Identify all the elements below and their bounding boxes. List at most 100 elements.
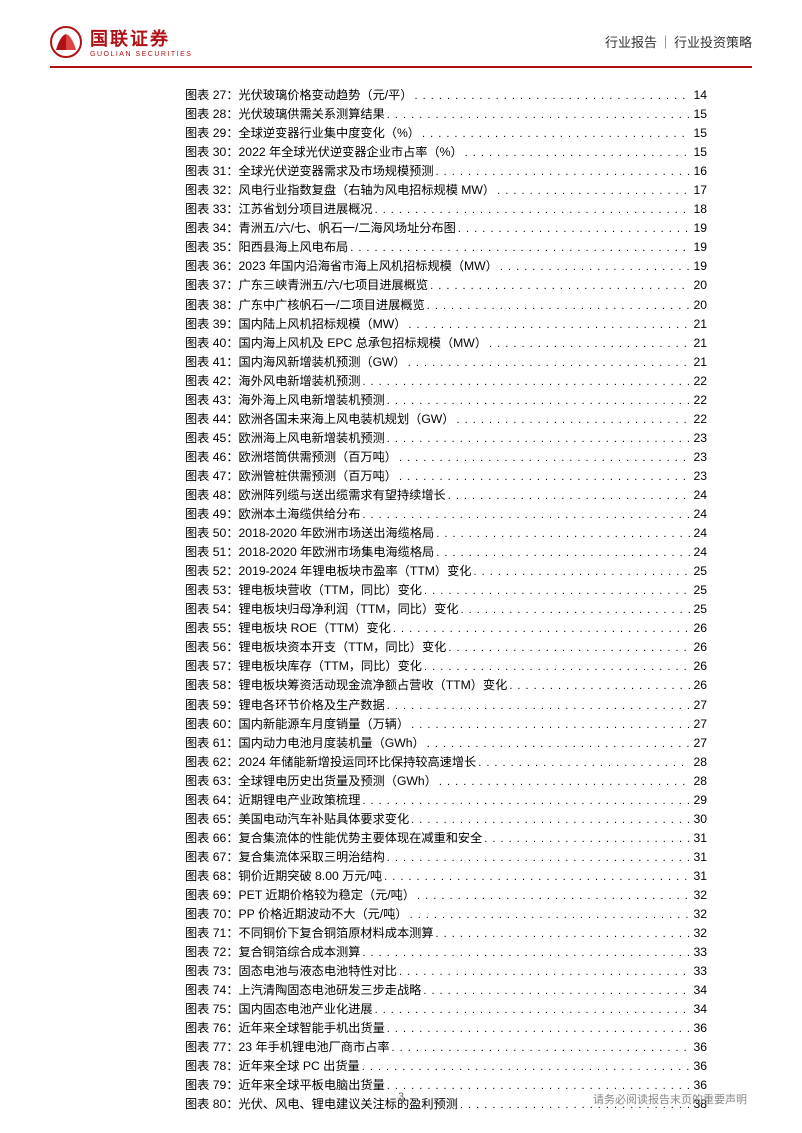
toc-row: 图表 71：不同铜价下复合铜箔原材料成本测算. . . . . . . . . …	[185, 924, 707, 943]
page-number: 3	[398, 1091, 404, 1103]
page-footer: 3 请务必阅读报告末页的重要声明	[0, 1091, 802, 1107]
toc-leader-dots: . . . . . . . . . . . . . . . . . . . . …	[430, 278, 690, 295]
toc-page-number: 29	[693, 791, 707, 810]
toc-leader-dots: . . . . . . . . . . . . . . . . . . . . …	[489, 336, 690, 353]
header-category: 行业报告｜行业投资策略	[605, 32, 752, 51]
toc-page-number: 22	[693, 391, 707, 410]
toc-label: 图表 71：	[185, 924, 239, 943]
toc-page-number: 36	[693, 1057, 707, 1076]
toc-page-number: 28	[693, 753, 707, 772]
toc-row: 图表 56：锂电板块资本开支（TTM，同比）变化. . . . . . . . …	[185, 638, 707, 657]
toc-title: 美国电动汽车补贴具体要求变化	[239, 810, 410, 829]
toc-leader-dots: . . . . . . . . . . . . . . . . . . . . …	[362, 507, 690, 524]
toc-leader-dots: . . . . . . . . . . . . . . . . . . . . …	[362, 1059, 691, 1076]
toc-leader-dots: . . . . . . . . . . . . . . . . . . . . …	[375, 202, 691, 219]
logo-block: 国联证券 GUOLIAN SECURITIES	[50, 25, 192, 58]
toc-leader-dots: . . . . . . . . . . . . . . . . . . . . …	[424, 583, 690, 600]
toc-leader-dots: . . . . . . . . . . . . . . . . . . . . …	[387, 431, 691, 448]
toc-leader-dots: . . . . . . . . . . . . . . . . . . . . …	[509, 678, 690, 695]
toc-label: 图表 60：	[185, 715, 239, 734]
toc-label: 图表 32：	[185, 181, 239, 200]
toc-title: 国内固态电池产业化进展	[239, 1000, 373, 1019]
page-header: 国联证券 GUOLIAN SECURITIES 行业报告｜行业投资策略	[0, 0, 802, 66]
logo-icon	[50, 26, 82, 58]
toc-title: 国内动力电池月度装机量（GWh）	[239, 734, 425, 753]
toc-title: 国内陆上风机招标规模（MW）	[239, 315, 407, 334]
footer-disclaimer: 请务必阅读报告末页的重要声明	[593, 1091, 747, 1107]
toc-label: 图表 28：	[185, 105, 239, 124]
logo-text: 国联证券 GUOLIAN SECURITIES	[90, 25, 192, 58]
toc-row: 图表 29：全球逆变器行业集中度变化（%）. . . . . . . . . .…	[185, 124, 707, 143]
toc-label: 图表 53：	[185, 581, 239, 600]
toc-title: 不同铜价下复合铜箔原材料成本测算	[239, 924, 434, 943]
toc-leader-dots: . . . . . . . . . . . . . . . . . . . . …	[408, 317, 690, 334]
toc-row: 图表 39：国内陆上风机招标规模（MW）. . . . . . . . . . …	[185, 315, 707, 334]
toc-label: 图表 42：	[185, 372, 239, 391]
toc-label: 图表 65：	[185, 810, 239, 829]
toc-leader-dots: . . . . . . . . . . . . . . . . . . . . …	[384, 869, 690, 886]
toc-title: 2019-2024 年锂电板块市盈率（TTM）变化	[239, 562, 472, 581]
toc-page-number: 22	[693, 410, 707, 429]
toc-title: 2018-2020 年欧洲市场集电海缆格局	[239, 543, 435, 562]
separator: ｜	[659, 35, 672, 50]
toc-row: 图表 50：2018-2020 年欧洲市场送出海缆格局. . . . . . .…	[185, 524, 707, 543]
toc-title: 国内新能源车月度销量（万辆）	[239, 715, 410, 734]
toc-row: 图表 28：光伏玻璃供需关系测算结果. . . . . . . . . . . …	[185, 105, 707, 124]
toc-label: 图表 78：	[185, 1057, 239, 1076]
toc-page-number: 15	[693, 105, 707, 124]
toc-leader-dots: . . . . . . . . . . . . . . . . . . . . …	[497, 183, 690, 200]
toc-leader-dots: . . . . . . . . . . . . . . . . . . . . …	[457, 412, 691, 429]
toc-row: 图表 65：美国电动汽车补贴具体要求变化. . . . . . . . . . …	[185, 810, 707, 829]
toc-row: 图表 46：欧洲塔筒供需预测（百万吨）. . . . . . . . . . .…	[185, 448, 707, 467]
toc-page-number: 25	[693, 581, 707, 600]
toc-title: 广东中广核帆石一/二项目进展概览	[239, 296, 425, 315]
toc-page-number: 25	[693, 600, 707, 619]
toc-page-number: 34	[693, 981, 707, 1000]
toc-label: 图表 47：	[185, 467, 239, 486]
toc-title: 复合铜箔综合成本测算	[239, 943, 361, 962]
toc-row: 图表 53：锂电板块营收（TTM，同比）变化. . . . . . . . . …	[185, 581, 707, 600]
toc-leader-dots: . . . . . . . . . . . . . . . . . . . . …	[399, 450, 690, 467]
toc-page-number: 26	[693, 676, 707, 695]
toc-row: 图表 47：欧洲管桩供需预测（百万吨）. . . . . . . . . . .…	[185, 467, 707, 486]
header-text-2: 行业投资策略	[674, 35, 752, 50]
toc-page-number: 23	[693, 467, 707, 486]
toc-title: 2024 年储能新增投运同环比保持较高速增长	[239, 753, 477, 772]
toc-title: 光伏玻璃价格变动趋势（元/平）	[239, 86, 413, 105]
toc-page-number: 22	[693, 372, 707, 391]
toc-label: 图表 29：	[185, 124, 239, 143]
toc-title: 2018-2020 年欧洲市场送出海缆格局	[239, 524, 435, 543]
toc-page-number: 21	[693, 353, 707, 372]
toc-title: 风电行业指数复盘（右轴为风电招标规模 MW）	[239, 181, 496, 200]
toc-title: 欧洲各国未来海上风电装机规划（GW）	[239, 410, 455, 429]
toc-row: 图表 64：近期锂电产业政策梳理. . . . . . . . . . . . …	[185, 791, 707, 810]
toc-label: 图表 74：	[185, 981, 239, 1000]
toc-row: 图表 73：固态电池与液态电池特性对比. . . . . . . . . . .…	[185, 962, 707, 981]
toc-label: 图表 51：	[185, 543, 239, 562]
toc-row: 图表 27：光伏玻璃价格变动趋势（元/平）. . . . . . . . . .…	[185, 86, 707, 105]
toc-leader-dots: . . . . . . . . . . . . . . . . . . . . …	[473, 564, 690, 581]
toc-page-number: 32	[693, 886, 707, 905]
toc-leader-dots: . . . . . . . . . . . . . . . . . . . . …	[387, 698, 691, 715]
toc-title: 全球逆变器行业集中度变化（%）	[239, 124, 420, 143]
toc-leader-dots: . . . . . . . . . . . . . . . . . . . . …	[415, 88, 691, 105]
toc-title: 近期锂电产业政策梳理	[239, 791, 361, 810]
logo-cn: 国联证券	[90, 25, 192, 51]
toc-row: 图表 36：2023 年国内沿海省市海上风机招标规模（MW）. . . . . …	[185, 257, 707, 276]
toc-label: 图表 38：	[185, 296, 239, 315]
toc-page-number: 20	[693, 296, 707, 315]
toc-row: 图表 70：PP 价格近期波动不大（元/吨）. . . . . . . . . …	[185, 905, 707, 924]
toc-label: 图表 31：	[185, 162, 239, 181]
toc-label: 图表 45：	[185, 429, 239, 448]
toc-title: PET 近期价格较为稳定（元/吨）	[239, 886, 416, 905]
toc-row: 图表 75：国内固态电池产业化进展. . . . . . . . . . . .…	[185, 1000, 707, 1019]
toc-page-number: 24	[693, 505, 707, 524]
toc-page-number: 21	[693, 315, 707, 334]
toc-leader-dots: . . . . . . . . . . . . . . . . . . . . …	[411, 717, 690, 734]
logo-en: GUOLIAN SECURITIES	[90, 51, 192, 58]
toc-leader-dots: . . . . . . . . . . . . . . . . . . . . …	[399, 469, 690, 486]
toc-leader-dots: . . . . . . . . . . . . . . . . . . . . …	[417, 888, 690, 905]
toc-label: 图表 33：	[185, 200, 239, 219]
toc-title: 广东三峡青洲五/六/七项目进展概览	[239, 276, 429, 295]
toc-label: 图表 77：	[185, 1038, 239, 1057]
